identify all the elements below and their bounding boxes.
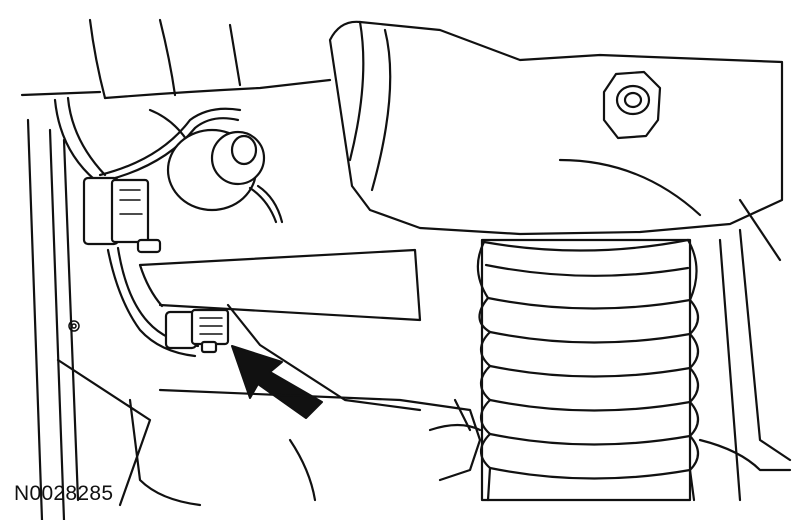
mounting-nut xyxy=(602,70,662,140)
left-trim-panel xyxy=(20,90,152,520)
figure-id-label: N0028285 xyxy=(14,482,114,505)
right-trim xyxy=(698,228,792,502)
lower-floor-outline xyxy=(128,388,482,507)
left-connector-block xyxy=(82,176,162,254)
upper-dash-panel xyxy=(88,18,332,100)
callout-arrow xyxy=(231,345,323,419)
column-boot-bellows xyxy=(476,238,700,502)
round-component xyxy=(166,128,284,224)
lower-bracket-plate xyxy=(138,248,422,412)
target-connector xyxy=(164,308,230,354)
steering-column-shroud xyxy=(328,20,784,262)
